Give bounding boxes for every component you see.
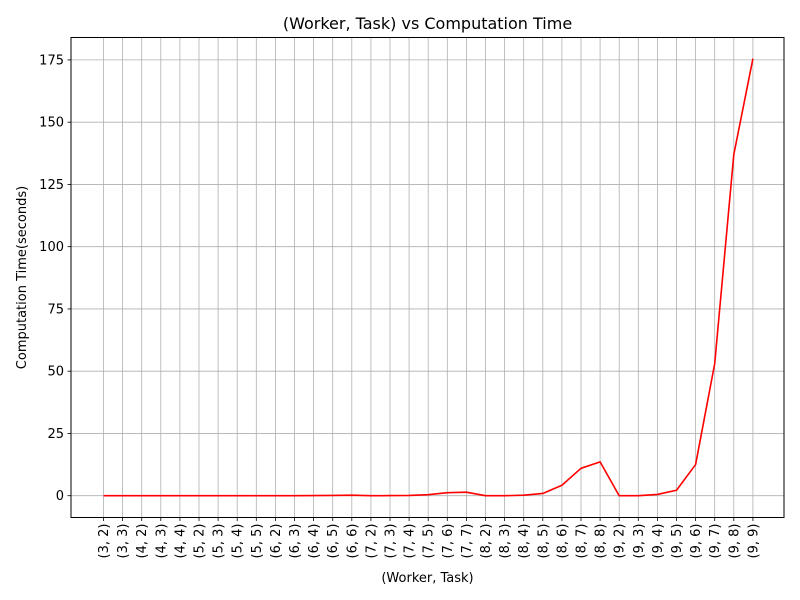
x-axis-label: (Worker, Task) (381, 571, 473, 586)
x-tick-label: (4, 2) (135, 524, 150, 559)
x-tick-label: (8, 8) (594, 524, 609, 559)
x-tick-label: (7, 5) (422, 524, 437, 559)
y-tick-label: 175 (39, 53, 64, 68)
x-tick-label: (6, 3) (288, 524, 303, 559)
x-tick-label: (7, 6) (441, 524, 456, 559)
x-tick-label: (5, 2) (193, 524, 208, 559)
series-line (103, 58, 754, 497)
y-tick-label: 25 (47, 427, 64, 442)
y-tick-label: 0 (56, 489, 64, 504)
x-tick-label: (9, 8) (727, 524, 742, 559)
x-tick-label: (8, 5) (536, 524, 551, 559)
plot-area-frame (70, 37, 785, 518)
chart-title: (Worker, Task) vs Computation Time (283, 14, 572, 33)
grid-lines (71, 37, 784, 518)
x-tick-label: (9, 6) (689, 524, 704, 559)
x-tick-label: (7, 3) (384, 524, 399, 559)
x-tick-label: (7, 2) (364, 524, 379, 559)
y-tick-label: 100 (39, 240, 64, 255)
x-axis: (3, 2) (3, 3) (4, 2) (4, 3) (4, 4) (5, 2) (5, … (97, 517, 761, 559)
x-tick-label: (3, 3) (116, 524, 131, 559)
x-tick-label: (6, 2) (269, 524, 284, 559)
y-tick-label: 125 (39, 178, 64, 193)
x-tick-label: (8, 2) (479, 524, 494, 559)
x-tick-label: (4, 3) (154, 524, 169, 559)
x-tick-label: (6, 4) (307, 524, 322, 559)
x-tick-label: (8, 3) (498, 524, 513, 559)
x-tick-label: (9, 4) (651, 524, 666, 559)
x-tick-label: (8, 7) (575, 524, 590, 559)
y-tick-label: 75 (47, 302, 64, 317)
x-tick-label: (5, 4) (231, 524, 246, 559)
x-tick-label: (3, 2) (97, 524, 112, 559)
x-tick-label: (6, 6) (345, 524, 360, 559)
x-tick-label: (9, 5) (670, 524, 685, 559)
x-tick-label: (8, 6) (555, 524, 570, 559)
y-axis-label: Computation Time(seconds) (15, 186, 30, 369)
x-tick-label: (7, 4) (403, 524, 418, 559)
x-tick-label: (9, 7) (708, 524, 723, 559)
x-tick-label: (7, 7) (460, 524, 475, 559)
x-tick-label: (4, 4) (173, 524, 188, 559)
x-tick-label: (9, 2) (613, 524, 628, 559)
x-tick-label: (5, 3) (212, 524, 227, 559)
y-tick-label: 150 (39, 116, 64, 131)
y-tick-label: 50 (47, 365, 64, 380)
series-lines (103, 58, 754, 497)
x-tick-label: (6, 5) (326, 524, 341, 559)
x-tick-label: (9, 3) (632, 524, 647, 559)
y-axis: 0 25 50 75 100 125 150 175 (39, 53, 71, 504)
x-tick-label: (8, 4) (517, 524, 532, 559)
x-tick-label: (9, 9) (746, 524, 761, 559)
x-tick-label: (5, 5) (250, 524, 265, 559)
